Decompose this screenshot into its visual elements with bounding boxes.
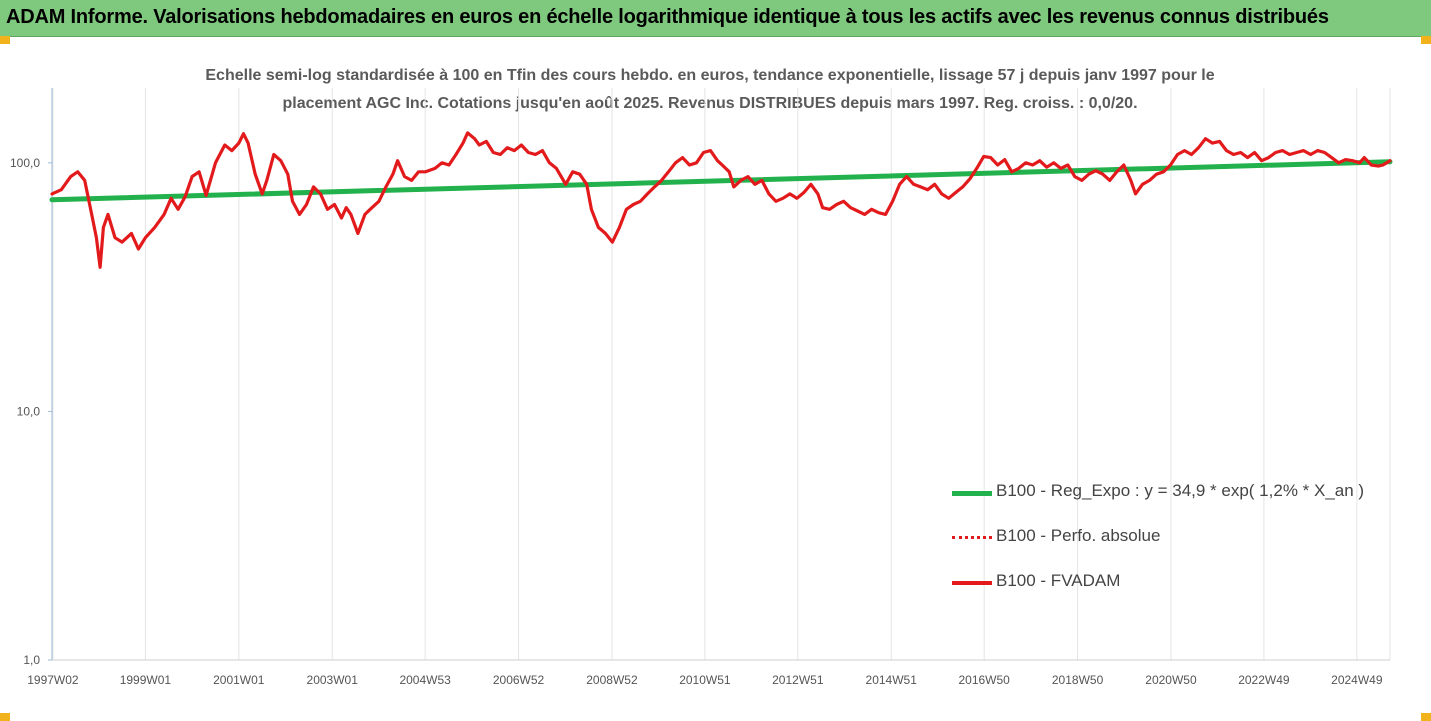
y-tick-label: 10,0 <box>17 404 41 418</box>
x-tick-label: 2014W51 <box>866 673 918 687</box>
legend-label-fvadam: B100 - FVADAM <box>996 571 1121 590</box>
x-tick-label: 1997W02 <box>27 673 79 687</box>
y-tick-label: 1,0 <box>23 653 40 667</box>
x-tick-label: 2012W51 <box>772 673 824 687</box>
x-tick-label: 2008W52 <box>586 673 638 687</box>
corner-marker-bottom-left <box>0 713 10 721</box>
x-tick-label: 2024W49 <box>1331 673 1383 687</box>
x-tick-label: 2016W50 <box>958 673 1010 687</box>
fvadam-series-line <box>50 131 1392 269</box>
tick-labels: 1997W02 1999W01 2001W01 2003W01 2004W53 2006W… <box>10 156 1383 687</box>
legend-item-fvadam: B100 - FVADAM <box>948 568 1408 613</box>
x-tick-label: 2010W51 <box>679 673 731 687</box>
x-tick-label: 2003W01 <box>307 673 359 687</box>
corner-marker-top-left <box>0 36 10 44</box>
legend-label-regression: B100 - Reg_Expo : y = 34,9 * exp( 1,2% *… <box>996 481 1365 500</box>
corner-marker-bottom-right <box>1421 713 1431 721</box>
x-tick-label: 1999W01 <box>120 673 172 687</box>
x-tick-label: 2022W49 <box>1238 673 1290 687</box>
chart-title-line-1: Echelle semi-log standardisée à 100 en T… <box>205 67 1215 84</box>
header-bar: ADAM Informe. Valorisations hebdomadaire… <box>0 0 1431 37</box>
chart-legend: B100 - Reg_Expo : y = 34,9 * exp( 1,2% *… <box>948 478 1408 613</box>
x-tick-label: 2020W50 <box>1145 673 1197 687</box>
page-title: ADAM Informe. Valorisations hebdomadaire… <box>6 6 1329 28</box>
legend-swatch-perfo-absolue <box>952 536 992 539</box>
corner-marker-top-right <box>1421 36 1431 44</box>
legend-swatch-fvadam <box>952 581 992 585</box>
gridlines <box>52 88 1391 660</box>
legend-swatch-regression <box>952 491 992 496</box>
legend-item-perfo-absolue: B100 - Perfo. absolue <box>948 523 1408 568</box>
x-tick-label: 2006W52 <box>493 673 545 687</box>
x-tick-label: 2004W53 <box>399 673 451 687</box>
chart-title-line-2: placement AGC Inc. Cotations jusqu'en ao… <box>282 95 1138 112</box>
legend-label-perfo-absolue: B100 - Perfo. absolue <box>996 526 1161 545</box>
legend-item-regression: B100 - Reg_Expo : y = 34,9 * exp( 1,2% *… <box>948 478 1408 523</box>
x-tick-label: 2018W50 <box>1052 673 1104 687</box>
x-tick-label: 2001W01 <box>213 673 265 687</box>
y-tick-label: 100,0 <box>10 156 40 170</box>
series-lines <box>49 131 1393 269</box>
axes <box>48 88 1390 661</box>
chart-title: Echelle semi-log standardisée à 100 en T… <box>180 62 1240 118</box>
